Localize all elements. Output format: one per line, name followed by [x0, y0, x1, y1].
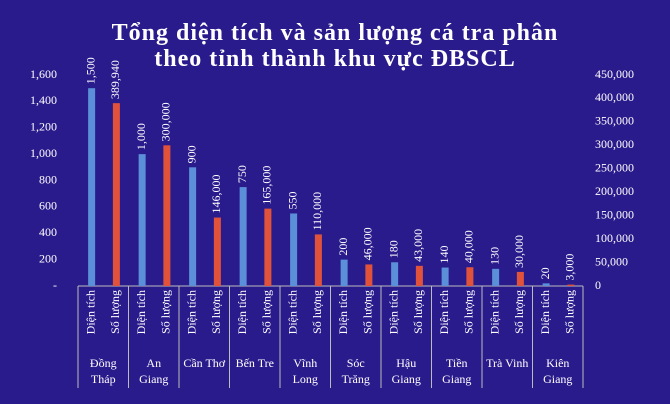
x-tick-label: Hậu Giang: [391, 356, 421, 386]
value-label: 900: [184, 145, 198, 163]
bar: [492, 268, 500, 286]
value-label: 43,000: [411, 229, 425, 262]
value-label: 1,000: [134, 123, 148, 150]
series-label: Diện tích: [83, 290, 97, 334]
value-label: 140: [437, 246, 451, 264]
bar: [112, 103, 120, 286]
bar: [138, 154, 146, 286]
series-label: Diện tích: [235, 290, 249, 334]
series-label: Số lượng: [310, 290, 324, 334]
series-label: Diện tích: [487, 290, 501, 334]
y2-tick-label: 450,000: [595, 67, 634, 81]
bar: [88, 88, 96, 286]
y2-tick-label: 150,000: [595, 207, 634, 221]
series-label: Số lượng: [462, 290, 476, 334]
series-label: Số lượng: [411, 290, 425, 334]
series-label: Diện tích: [336, 290, 350, 334]
value-label: 550: [285, 191, 299, 209]
y2-tick-label: 250,000: [595, 161, 634, 175]
bar: [213, 217, 221, 286]
series-label: Số lượng: [260, 290, 274, 334]
value-label: 130: [487, 247, 501, 265]
series-label: Diện tích: [437, 290, 451, 334]
x-tick-label: Kiên Giang: [543, 356, 573, 386]
value-label: 3,000: [563, 254, 577, 281]
y-tick-label: 1,600: [30, 67, 57, 81]
x-tick-label: Đồng Tháp: [89, 356, 117, 386]
y-tick-label: 1,200: [30, 120, 57, 134]
series-label: Diện tích: [285, 290, 299, 334]
series-label: Số lượng: [209, 290, 223, 334]
bar: [290, 213, 298, 286]
y-tick-label: 1,400: [30, 93, 57, 107]
x-tick-label: An Giang: [139, 356, 169, 386]
bar: [365, 264, 373, 286]
bar: [391, 262, 399, 286]
series-label: Diện tích: [134, 290, 148, 334]
y2-tick-label: 400,000: [595, 90, 634, 104]
value-label: 46,000: [361, 227, 375, 260]
series-label: Số lượng: [512, 290, 526, 334]
value-label: 110,000: [310, 192, 324, 231]
bar: [542, 283, 550, 286]
bar: [441, 267, 449, 286]
series-label: Số lượng: [108, 290, 122, 334]
value-label: 1,500: [83, 57, 97, 84]
bar: [314, 234, 322, 286]
series-label: Diện tích: [184, 290, 198, 334]
y-tick-label: 600: [39, 199, 57, 213]
y-tick-label: 400: [39, 225, 57, 239]
bar: [189, 167, 197, 286]
value-label: 30,000: [512, 235, 526, 268]
chart-title: Tổng diện tích và sản lượng cá tra phân …: [111, 20, 559, 72]
y2-tick-label: 0: [595, 278, 601, 292]
value-label: 180: [386, 240, 400, 258]
y2-tick-label: 100,000: [595, 231, 634, 245]
series-label: Số lượng: [563, 290, 577, 334]
x-tick-label: Bến Tre: [235, 356, 274, 370]
bar: [239, 187, 247, 286]
bar: [516, 271, 524, 286]
bar: [567, 284, 575, 286]
y2-tick-label: 350,000: [595, 114, 634, 128]
bar: [466, 267, 474, 286]
value-label: 389,940: [108, 60, 122, 99]
series-label: Diện tích: [538, 290, 552, 334]
value-label: 200: [336, 238, 350, 256]
value-label: 20: [538, 267, 552, 279]
x-tick-label: Sóc Trăng: [341, 356, 370, 386]
bar: [163, 145, 171, 286]
value-label: 40,000: [462, 230, 476, 263]
y2-tick-label: 200,000: [595, 184, 634, 198]
value-label: 750: [235, 165, 249, 183]
x-tick-label: Cần Thơ: [183, 356, 226, 370]
y-tick-label: 200: [39, 251, 57, 265]
x-tick-label: Trà Vinh: [486, 356, 529, 370]
series-label: Diện tích: [386, 290, 400, 334]
bar: [415, 265, 423, 286]
bar: [264, 208, 272, 286]
value-label: 300,000: [159, 102, 173, 141]
y2-tick-label: 300,000: [595, 137, 634, 151]
y2-tick-label: 50,000: [595, 254, 628, 268]
y-tick-label: -: [53, 278, 57, 292]
x-tick-label: Vĩnh Long: [292, 356, 318, 386]
y-tick-label: 800: [39, 172, 57, 186]
y-tick-label: 1,000: [30, 146, 57, 160]
series-label: Số lượng: [159, 290, 173, 334]
bar: [340, 259, 348, 286]
series-label: Số lượng: [361, 290, 375, 334]
value-label: 146,000: [209, 175, 223, 214]
value-label: 165,000: [260, 166, 274, 205]
x-tick-label: Tiền Giang: [442, 356, 472, 386]
